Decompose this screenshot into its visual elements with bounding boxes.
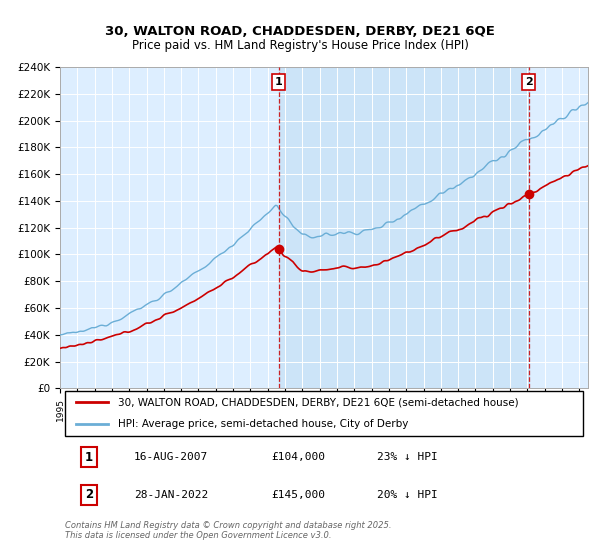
Text: 1: 1 <box>85 451 93 464</box>
Text: Contains HM Land Registry data © Crown copyright and database right 2025.
This d: Contains HM Land Registry data © Crown c… <box>65 521 392 540</box>
Text: 23% ↓ HPI: 23% ↓ HPI <box>377 452 437 462</box>
Text: 28-JAN-2022: 28-JAN-2022 <box>134 490 208 500</box>
Text: Price paid vs. HM Land Registry's House Price Index (HPI): Price paid vs. HM Land Registry's House … <box>131 39 469 52</box>
Text: 16-AUG-2007: 16-AUG-2007 <box>134 452 208 462</box>
Text: 30, WALTON ROAD, CHADDESDEN, DERBY, DE21 6QE: 30, WALTON ROAD, CHADDESDEN, DERBY, DE21… <box>105 25 495 38</box>
Text: 1: 1 <box>275 77 283 87</box>
Text: 2: 2 <box>85 488 93 501</box>
Text: 2: 2 <box>525 77 533 87</box>
Text: 30, WALTON ROAD, CHADDESDEN, DERBY, DE21 6QE (semi-detached house): 30, WALTON ROAD, CHADDESDEN, DERBY, DE21… <box>118 397 519 407</box>
Text: HPI: Average price, semi-detached house, City of Derby: HPI: Average price, semi-detached house,… <box>118 419 409 430</box>
Text: £145,000: £145,000 <box>271 490 325 500</box>
FancyBboxPatch shape <box>65 391 583 436</box>
Text: 20% ↓ HPI: 20% ↓ HPI <box>377 490 437 500</box>
Bar <box>278 67 529 388</box>
Text: £104,000: £104,000 <box>271 452 325 462</box>
